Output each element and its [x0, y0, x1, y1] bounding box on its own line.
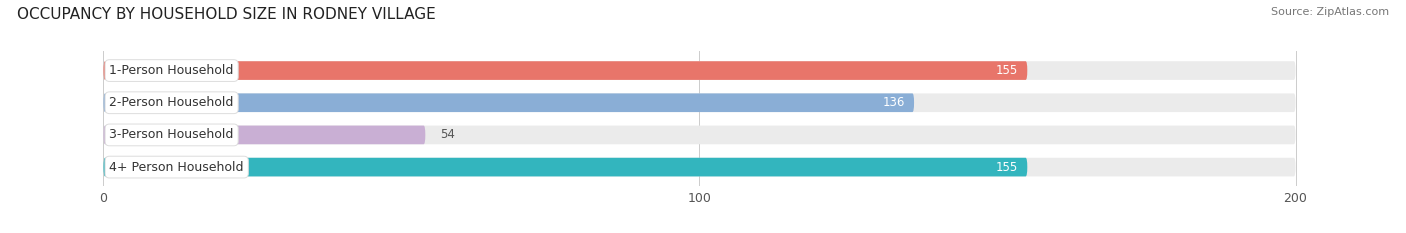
Text: 3-Person Household: 3-Person Household	[110, 128, 233, 141]
Text: OCCUPANCY BY HOUSEHOLD SIZE IN RODNEY VILLAGE: OCCUPANCY BY HOUSEHOLD SIZE IN RODNEY VI…	[17, 7, 436, 22]
FancyBboxPatch shape	[104, 126, 426, 144]
FancyBboxPatch shape	[104, 126, 1295, 144]
FancyBboxPatch shape	[104, 61, 1028, 80]
Text: 1-Person Household: 1-Person Household	[110, 64, 233, 77]
Text: Source: ZipAtlas.com: Source: ZipAtlas.com	[1271, 7, 1389, 17]
FancyBboxPatch shape	[104, 61, 1295, 80]
Text: 54: 54	[440, 128, 456, 141]
FancyBboxPatch shape	[104, 93, 914, 112]
Text: 136: 136	[883, 96, 905, 109]
FancyBboxPatch shape	[104, 93, 1295, 112]
Text: 155: 155	[995, 161, 1018, 174]
Text: 2-Person Household: 2-Person Household	[110, 96, 233, 109]
FancyBboxPatch shape	[104, 158, 1295, 176]
FancyBboxPatch shape	[104, 158, 1028, 176]
Text: 4+ Person Household: 4+ Person Household	[110, 161, 243, 174]
Text: 155: 155	[995, 64, 1018, 77]
